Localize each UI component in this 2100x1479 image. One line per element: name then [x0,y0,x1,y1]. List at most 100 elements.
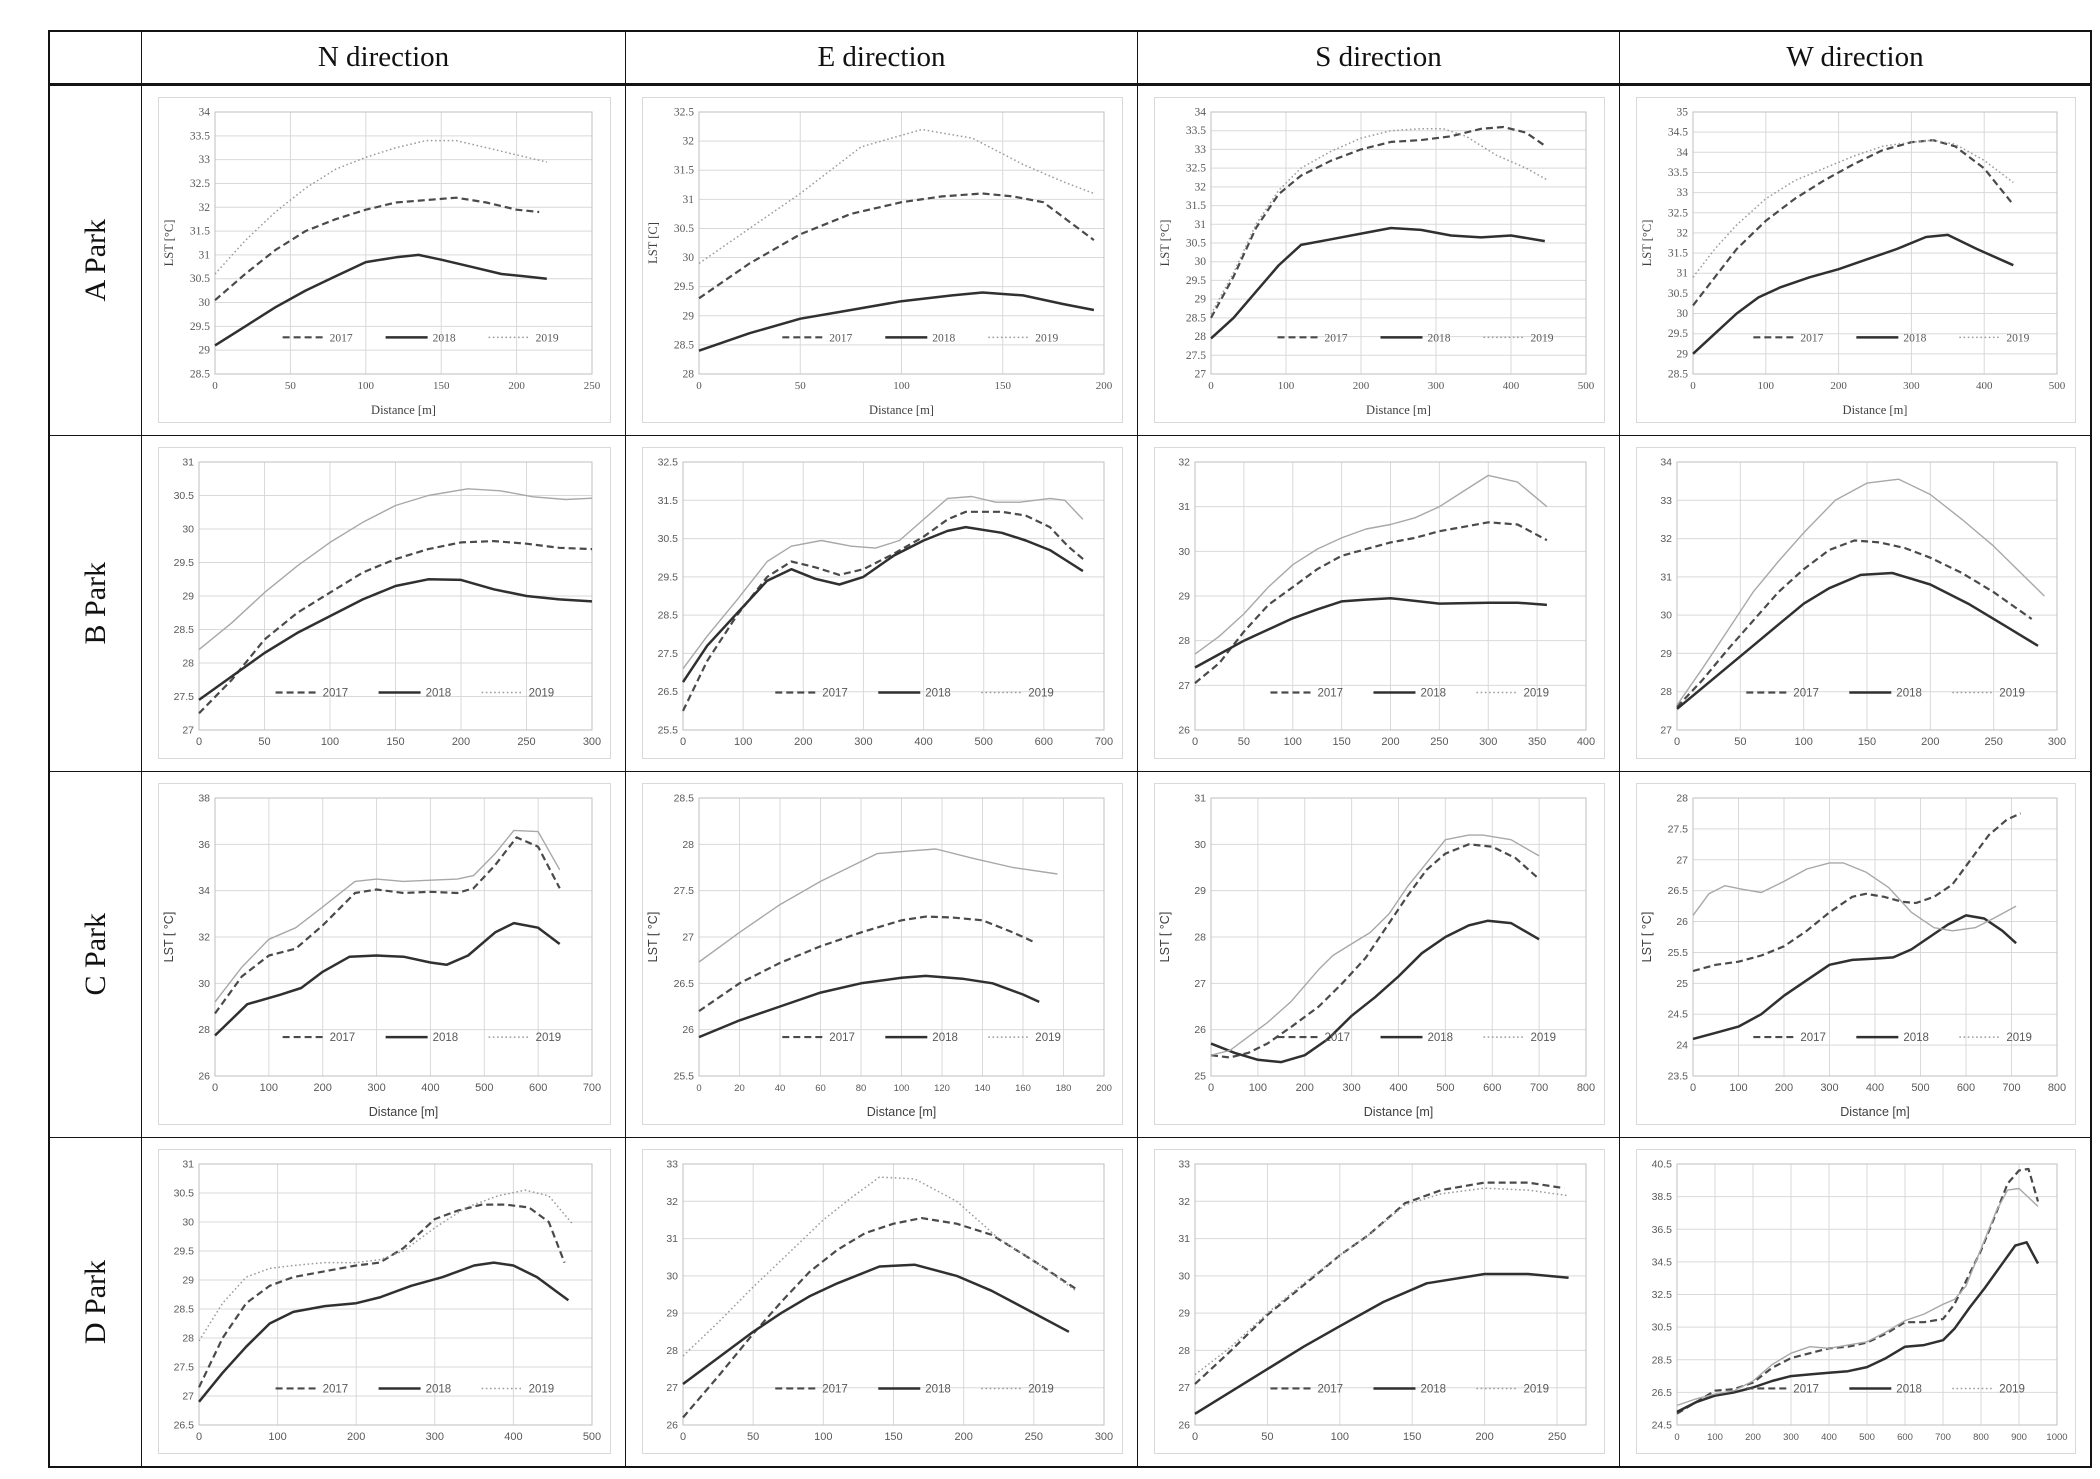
svg-text:38: 38 [198,793,210,805]
svg-text:2019: 2019 [529,687,555,699]
svg-text:2019: 2019 [529,1383,555,1395]
svg-text:29.5: 29.5 [658,571,679,583]
svg-text:500: 500 [975,736,993,748]
svg-text:100: 100 [1331,1431,1349,1443]
svg-text:2018: 2018 [1896,687,1922,699]
svg-text:24: 24 [1676,1040,1688,1052]
svg-text:500: 500 [1911,1082,1929,1094]
svg-text:2017: 2017 [1317,1383,1343,1395]
svg-text:2017: 2017 [330,1032,356,1044]
svg-text:25: 25 [1676,978,1688,990]
svg-text:150: 150 [1403,1431,1421,1443]
chart-a-park-s: 27 27.5 28 28.5 29 29.5 30 30.5 31 31.5 32 32.5 33 33… [1138,86,1620,436]
svg-text:50: 50 [1261,1431,1273,1443]
svg-text:LST [°C]: LST [°C] [1158,220,1172,267]
svg-text:300: 300 [1095,1431,1113,1443]
svg-text:0: 0 [1192,1431,1198,1443]
svg-text:29.5: 29.5 [190,321,210,333]
svg-text:Distance [m]: Distance [m] [371,403,436,417]
svg-text:200: 200 [1745,1432,1761,1443]
svg-text:500: 500 [2049,380,2066,392]
svg-text:300: 300 [367,1082,385,1094]
svg-text:1000: 1000 [2046,1432,2067,1443]
corner-cell [50,32,142,86]
svg-text:33.5: 33.5 [1186,125,1206,137]
svg-text:2019: 2019 [2006,332,2029,344]
svg-text:28.5: 28.5 [658,610,679,622]
svg-text:27: 27 [1676,854,1688,866]
svg-text:30: 30 [199,297,211,309]
svg-text:50: 50 [1238,736,1250,748]
svg-text:25.5: 25.5 [1668,947,1689,959]
svg-text:32: 32 [1195,181,1207,193]
svg-text:2019: 2019 [1523,687,1549,699]
svg-text:30: 30 [182,524,194,536]
svg-text:200: 200 [1353,380,1370,392]
svg-text:28: 28 [683,369,695,381]
svg-text:32: 32 [199,202,211,214]
svg-text:2018: 2018 [1903,332,1926,344]
svg-text:50: 50 [747,1431,759,1443]
svg-text:30: 30 [198,978,210,990]
svg-text:800: 800 [1577,1082,1595,1094]
svg-text:200: 200 [1775,1082,1793,1094]
svg-text:2018: 2018 [932,1032,958,1044]
svg-text:32: 32 [1178,457,1190,469]
svg-text:35: 35 [1677,107,1689,119]
svg-text:400: 400 [914,736,932,748]
svg-text:34.5: 34.5 [1652,1256,1673,1268]
svg-text:600: 600 [529,1082,547,1094]
chart-c-park-w: 23.5 24 24.5 25 25.5 26 26.5 27 27.5 28 0 100 200 300… [1620,772,2090,1138]
chart-panel: 27 27.5 28 28.5 29 29.5 30 30.5 31 31.5 32 32.5 33 33… [1154,97,1605,423]
svg-text:30: 30 [666,1270,678,1282]
svg-text:200: 200 [954,1431,972,1443]
svg-text:2017: 2017 [1793,1383,1819,1395]
svg-text:300: 300 [426,1431,444,1443]
svg-text:0: 0 [680,1431,686,1443]
svg-text:31: 31 [1660,571,1672,583]
svg-text:31: 31 [683,194,695,206]
svg-text:30.5: 30.5 [174,1188,195,1200]
svg-text:200: 200 [1096,380,1113,392]
svg-text:30: 30 [182,1217,194,1229]
svg-text:27.5: 27.5 [674,885,695,897]
svg-text:28: 28 [1194,932,1206,944]
svg-text:27: 27 [1660,725,1672,737]
svg-text:100: 100 [358,380,375,392]
svg-text:31: 31 [182,457,194,469]
svg-text:120: 120 [934,1083,950,1094]
svg-text:2019: 2019 [2006,1032,2032,1044]
svg-text:600: 600 [1957,1082,1975,1094]
row-header-a-park: A Park [50,86,142,436]
svg-text:2019: 2019 [1035,332,1058,344]
svg-text:30.5: 30.5 [1652,1322,1673,1334]
svg-text:29: 29 [182,1275,194,1287]
svg-text:50: 50 [258,736,270,748]
svg-text:26: 26 [1194,1024,1206,1036]
chart-a-park-n: 28.5 29 29.5 30 30.5 31 31.5 32 32.5 33 33.5 34 0 50 1… [142,86,626,436]
chart-panel: 26 27 28 29 30 31 32 0 50 100 150 200 250 300 350 400 20… [1154,447,1605,759]
svg-text:50: 50 [285,380,297,392]
svg-text:28.5: 28.5 [674,793,695,805]
svg-text:31.5: 31.5 [674,165,694,177]
svg-text:40.5: 40.5 [1652,1159,1673,1171]
svg-text:0: 0 [1690,1082,1696,1094]
svg-text:27: 27 [666,1382,678,1394]
svg-text:200: 200 [1830,380,1847,392]
svg-text:250: 250 [1025,1431,1043,1443]
row-header-b-park: B Park [50,436,142,772]
svg-text:2018: 2018 [1428,332,1451,344]
svg-text:Distance [m]: Distance [m] [867,1105,936,1119]
svg-text:29.5: 29.5 [1668,328,1688,340]
svg-text:2017: 2017 [822,1383,848,1395]
svg-text:33: 33 [1660,495,1672,507]
svg-text:700: 700 [1530,1082,1548,1094]
svg-text:0: 0 [1690,380,1696,392]
col-header-n: N direction [142,32,626,86]
svg-text:800: 800 [2048,1082,2066,1094]
svg-text:200: 200 [1921,736,1939,748]
svg-text:26.5: 26.5 [1652,1387,1673,1399]
svg-text:180: 180 [1056,1083,1072,1094]
svg-text:900: 900 [2011,1432,2027,1443]
